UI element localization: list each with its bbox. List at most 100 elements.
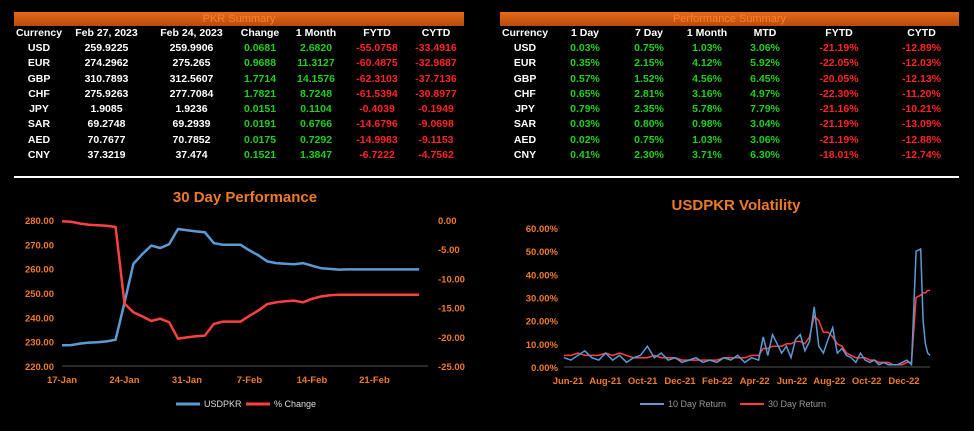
perf-table-cell: 0.79%	[570, 103, 600, 116]
y-tick-label: 60.00%	[526, 224, 559, 235]
perf-table-cell: -18.01%	[819, 149, 859, 162]
perf-col-header: FYTD	[825, 27, 853, 39]
pkr-table-cell: -0.1949	[418, 103, 454, 116]
perf-table-cell: 7.79%	[750, 103, 780, 116]
perf-table-cell: 0.02%	[570, 133, 600, 146]
pkr-table-row: EUR 274.2962 275.265 0.9688 11.3127 -60.4875 -…	[14, 56, 464, 71]
perf-col-header: 1 Month	[686, 27, 728, 39]
chart-title: USDPKR Volatility	[672, 197, 802, 214]
perf-table-cell: -21.19%	[819, 42, 859, 54]
perf-table-cell: 0.03%	[570, 42, 600, 54]
legend-label: USDPKR	[204, 399, 242, 409]
y-tick-label: 0.00%	[531, 363, 558, 374]
perf-table-cell: -13.09%	[901, 118, 942, 131]
y-right-tick-label: -20.00	[438, 333, 465, 344]
pkr-table-cell: 1.3847	[299, 149, 333, 162]
perf-table-cell: 4.12%	[692, 57, 722, 70]
pkr-col-header: Change	[240, 27, 280, 39]
perf-table-cell: 3.04%	[750, 118, 780, 131]
perf-table-cell: 6.30%	[750, 149, 780, 162]
pkr-table-cell: 14.1576	[297, 72, 335, 85]
pkr-table-cell: JPY	[29, 103, 49, 116]
pkr-table-cell: AED	[27, 133, 51, 146]
pkr-table-cell: 259.9906	[169, 42, 214, 54]
perf-table-cell: 3.06%	[750, 42, 780, 54]
perf-table-cell: -12.13%	[901, 72, 942, 85]
pkr-table-cell: -33.4916	[415, 42, 457, 54]
pkr-table-cell: 0.1104	[300, 103, 332, 116]
x-tick-label: Jun-22	[777, 376, 808, 387]
x-tick-label: Feb-22	[702, 376, 733, 387]
perf-table-cell: -21.16%	[819, 103, 859, 116]
pkr-table-cell: 0.0175	[243, 133, 277, 146]
pkr-table-cell: EUR	[27, 57, 51, 70]
perf-table-row: GBP 0.57% 1.52% 4.56% 6.45% -20.05% -12.13%	[500, 72, 959, 87]
x-tick-label: 7-Feb	[237, 375, 263, 386]
x-tick-label: Apr-22	[740, 376, 770, 387]
pkr-table-cell: 69.2939	[172, 118, 211, 131]
pkr-table-cell: -60.4875	[356, 57, 398, 70]
pkr-table-cell: -9.0698	[418, 118, 454, 131]
pkr-summary-title: PKR Summary	[14, 12, 464, 26]
pkr-table-cell: 275.9263	[84, 87, 129, 100]
pkr-table-cell: 0.1521	[243, 149, 277, 162]
perf-table-cell: USD	[513, 42, 537, 54]
perf-col-header: MTD	[753, 27, 777, 39]
y-left-tick-label: 220.00	[25, 362, 54, 373]
perf-table-cell: 4.56%	[692, 72, 722, 85]
perf-table-cell: 0.03%	[570, 118, 600, 131]
chart-usdpkr-volatility: USDPKR Volatility 60.00% 50.00% 40.00% 30.00…	[526, 197, 931, 409]
pkr-table-cell: -4.7562	[418, 149, 454, 162]
x-tick-label: Oct-21	[628, 376, 658, 387]
perf-col-header: 7 Day	[634, 27, 664, 39]
pkr-table-cell: 70.7852	[172, 133, 211, 146]
pkr-table-cell: 0.7292	[299, 133, 333, 146]
perf-table-row: CHF 0.65% 2.81% 3.16% 4.97% -22.30% -11.20%	[500, 87, 959, 102]
perf-table-row: AED 0.02% 0.75% 1.03% 3.06% -21.19% -12.88%	[500, 133, 959, 148]
pkr-table-row: USD 259.9225 259.9906 0.0681 2.6820 -55.0758 -…	[14, 41, 464, 56]
perf-table-cell: -11.20%	[902, 87, 941, 100]
perf-table-cell: 0.65%	[570, 87, 600, 100]
pkr-table-cell: 69.2748	[87, 118, 126, 131]
perf-table-cell: EUR	[513, 57, 537, 70]
y-left-tick-label: 250.00	[25, 289, 54, 300]
perf-table-cell: 0.57%	[570, 72, 600, 85]
pkr-col-header: CYTD	[421, 27, 451, 39]
y-tick-label: 40.00%	[526, 270, 559, 281]
pkr-table-cell: 0.9688	[243, 57, 277, 70]
perf-table-cell: -22.30%	[819, 87, 859, 100]
perf-table-cell: -22.05%	[819, 57, 859, 70]
pkr-table-cell: 0.0681	[243, 42, 277, 54]
perf-table-cell: 0.41%	[570, 149, 600, 162]
pkr-summary-table: PKR Summary Currency Feb 27, 2023 Feb 24, …	[14, 12, 464, 176]
x-tick-label: Jun-21	[553, 376, 584, 387]
series-line-pct-change	[61, 219, 420, 340]
y-right-tick-label: -10.00	[438, 274, 465, 285]
pkr-table-cell: 0.0151	[243, 103, 277, 116]
pkr-table-cell: GBP	[27, 72, 51, 85]
performance-summary-header: Currency 1 Day 7 Day 1 Month MTD FYTD CYTD	[500, 26, 959, 41]
perf-table-cell: SAR	[513, 118, 537, 131]
performance-summary-title: Performance Summary	[500, 12, 959, 26]
legend-label: % Change	[274, 399, 316, 409]
performance-summary-table: Performance Summary Currency 1 Day 7 Day 1 …	[500, 12, 959, 176]
y-left-tick-label: 260.00	[25, 265, 54, 276]
pkr-table-row: SAR 69.2748 69.2939 0.0191 0.6766 -14.6796 -9.…	[14, 117, 464, 132]
perf-table-cell: 5.92%	[750, 57, 780, 70]
perf-table-row: CNY 0.41% 2.30% 3.71% 6.30% -18.01% -12.74%	[500, 148, 959, 163]
perf-table-cell: GBP	[513, 72, 537, 85]
perf-table-cell: 3.06%	[750, 133, 780, 146]
perf-table-row: USD 0.03% 0.75% 1.03% 3.06% -21.19% -12.89%	[500, 41, 959, 56]
perf-table-cell: -12.89%	[901, 42, 942, 54]
pkr-table-cell: 277.7084	[169, 87, 214, 100]
perf-table-cell: CHF	[514, 87, 536, 100]
pkr-table-cell: SAR	[27, 118, 51, 131]
y-tick-label: 10.00%	[526, 340, 559, 351]
perf-table-cell: -12.03%	[901, 57, 942, 70]
perf-table-cell: JPY	[515, 103, 535, 116]
y-tick-label: 50.00%	[526, 247, 559, 258]
pkr-table-cell: 1.9085	[90, 103, 123, 116]
pkr-table-cell: 274.2962	[84, 57, 129, 70]
perf-table-cell: 1.52%	[634, 72, 664, 85]
pkr-col-header: Feb 24, 2023	[160, 27, 223, 39]
